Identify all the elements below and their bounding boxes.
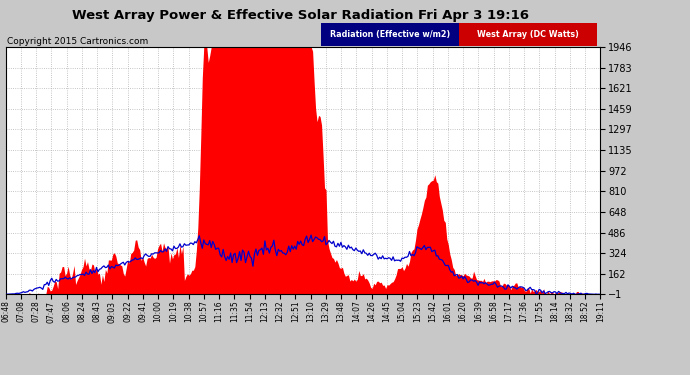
Text: Copyright 2015 Cartronics.com: Copyright 2015 Cartronics.com [7,38,148,46]
Bar [321,23,459,46]
Text: West Array Power & Effective Solar Radiation Fri Apr 3 19:16: West Array Power & Effective Solar Radia… [72,9,529,22]
Bar [459,23,597,46]
Text: Radiation (Effective w/m2): Radiation (Effective w/m2) [330,30,450,39]
Text: West Array (DC Watts): West Array (DC Watts) [477,30,579,39]
